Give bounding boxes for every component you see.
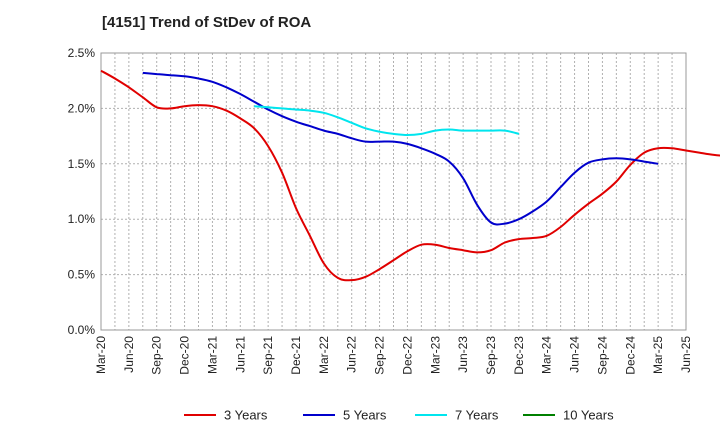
x-tick-label: Mar-23 (428, 336, 442, 374)
y-tick-label: 1.5% (68, 157, 96, 171)
x-tick-label: Mar-25 (651, 336, 665, 374)
x-tick-label: Jun-22 (345, 336, 359, 373)
series-line-5-years (142, 71, 659, 226)
legend-label-3-years: 3 Years (224, 408, 268, 423)
chart-title: [4151] Trend of StDev of ROA (102, 14, 312, 31)
y-axis-ticks: 0.0% 0.5% 1.0% 1.5% 2.0% 2.5% (68, 46, 96, 337)
x-tick-label: Sep-21 (261, 336, 275, 375)
x-tick-label: Mar-21 (205, 336, 219, 374)
x-tick-label: Sep-24 (595, 336, 609, 375)
x-tick-label: Sep-20 (150, 336, 164, 375)
y-tick-label: 1.0% (68, 212, 96, 226)
x-tick-label: Mar-22 (317, 336, 331, 374)
x-tick-label: Dec-22 (400, 336, 414, 375)
y-tick-label: 2.0% (68, 101, 96, 115)
x-axis-ticks: Mar-20 Jun-20 Sep-20 Dec-20 Mar-21 Jun-21 Sep-… (94, 336, 693, 375)
x-tick-label: Jun-23 (456, 336, 470, 373)
plot-frame (100, 52, 687, 331)
x-tick-label: Sep-22 (373, 336, 387, 375)
x-tick-label: Dec-23 (512, 336, 526, 375)
legend-label-10-years: 10 Years (563, 408, 614, 423)
x-tick-label: Mar-24 (540, 336, 554, 374)
x-tick-label: Jun-21 (233, 336, 247, 373)
legend-label-5-years: 5 Years (343, 408, 387, 423)
x-tick-label: Mar-20 (94, 336, 108, 374)
x-tick-label: Jun-20 (122, 336, 136, 373)
legend: 3 Years 5 Years 7 Years 10 Years (184, 408, 614, 423)
x-tick-label: Dec-21 (289, 336, 303, 375)
y-tick-label: 2.5% (68, 46, 96, 60)
y-tick-label: 0.5% (68, 268, 96, 282)
grid (100, 52, 687, 331)
series-line-7-years (254, 105, 520, 136)
x-tick-label: Jun-24 (568, 336, 582, 373)
series-line-3-years (100, 69, 720, 282)
x-tick-label: Jun-25 (679, 336, 693, 373)
series-lines (100, 69, 720, 282)
x-tick-label: Dec-24 (623, 336, 637, 375)
x-tick-label: Dec-20 (178, 336, 192, 375)
legend-label-7-years: 7 Years (455, 408, 499, 423)
x-tick-label: Sep-23 (484, 336, 498, 375)
y-tick-label: 0.0% (68, 323, 96, 337)
